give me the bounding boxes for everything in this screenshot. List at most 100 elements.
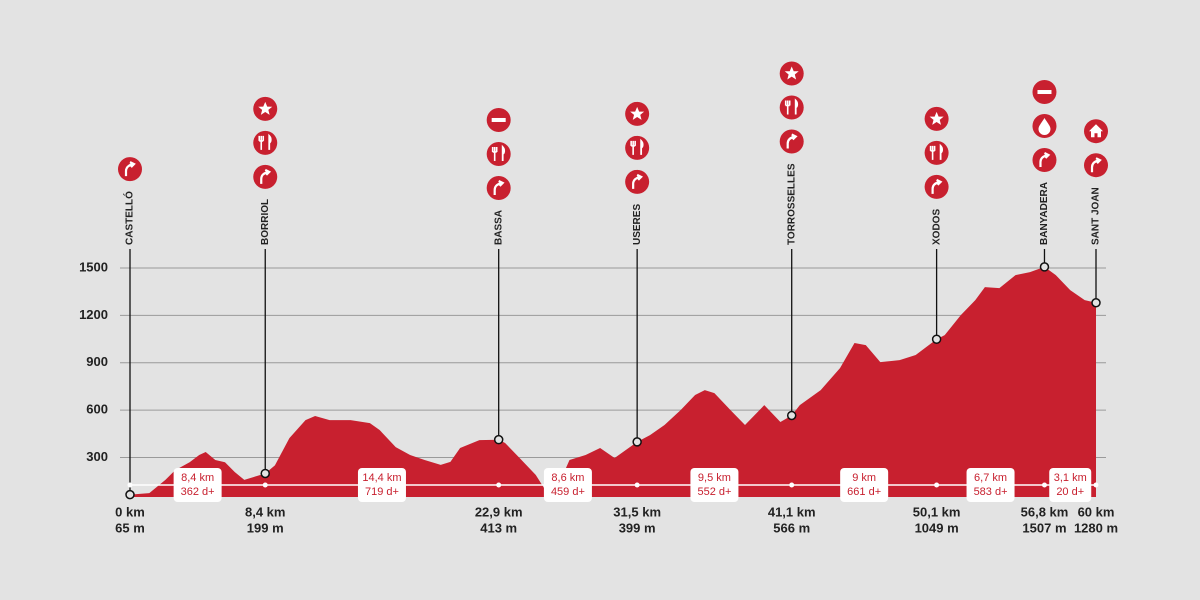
icon-star xyxy=(258,101,273,115)
icon-turn xyxy=(931,178,943,194)
icon-turn xyxy=(779,129,804,154)
icon-turn xyxy=(1090,157,1102,173)
icon-knife xyxy=(268,133,272,150)
icon-star xyxy=(625,101,650,126)
icon-food xyxy=(924,140,949,165)
checkpoint-name: BASSA xyxy=(493,210,504,245)
checkpoint-name: SANT JOAN xyxy=(1091,187,1102,245)
icon-bg xyxy=(924,140,949,165)
segment-box xyxy=(173,468,222,502)
icon-bar xyxy=(1037,90,1052,95)
segment-climb: 459 d+ xyxy=(551,486,585,498)
icon-turn xyxy=(786,133,798,149)
icon-turn xyxy=(632,173,644,189)
icon-turn xyxy=(118,157,142,182)
x-km-label: 0 km xyxy=(115,504,145,519)
segment-climb: 552 d+ xyxy=(697,486,731,498)
x-elevation-label: 199 m xyxy=(247,520,284,535)
icon-home xyxy=(1089,124,1103,138)
y-tick-label: 300 xyxy=(86,449,108,464)
segment-distance: 6,7 km xyxy=(974,472,1007,484)
checkpoint-name: USERES xyxy=(632,204,643,245)
icon-bg xyxy=(486,141,511,166)
icon-knife xyxy=(939,143,944,160)
icon-fork xyxy=(258,135,265,150)
icon-turn xyxy=(493,180,505,195)
icon-bg xyxy=(486,175,511,200)
x-km-label: 22,9 km xyxy=(475,504,523,519)
segment-dot xyxy=(127,482,133,488)
x-km-label: 41,1 km xyxy=(768,504,816,519)
segment-dot xyxy=(634,482,640,488)
checkpoint-marker xyxy=(931,334,942,344)
segment-dot xyxy=(934,482,940,488)
checkpoint-marker xyxy=(1091,297,1101,308)
x-elevation-label: 566 m xyxy=(773,520,810,535)
icon-fork xyxy=(929,145,936,160)
x-elevation-label: 399 m xyxy=(619,520,656,535)
elevation-area xyxy=(130,266,1096,497)
icon-star xyxy=(784,66,799,80)
x-km-label: 50,1 km xyxy=(913,504,961,519)
icon-food xyxy=(625,135,650,160)
checkpoint-name: BANYADERA xyxy=(1039,182,1050,245)
segment-distance: 9 km xyxy=(852,472,876,484)
icon-star xyxy=(779,61,804,86)
segment-climb: 661 d+ xyxy=(847,486,881,498)
y-tick-label: 1200 xyxy=(79,307,108,322)
icon-star xyxy=(924,106,949,131)
x-elevation-label: 1049 m xyxy=(915,520,959,535)
checkpoint-name: BORRIOL xyxy=(260,199,271,245)
icon-turn xyxy=(625,169,650,194)
x-elevation-label: 65 m xyxy=(115,520,145,535)
segment-climb: 362 d+ xyxy=(181,486,215,498)
icon-drop xyxy=(1032,114,1057,139)
x-elevation-label: 1507 m xyxy=(1022,520,1066,535)
x-km-label: 31,5 km xyxy=(613,504,661,519)
segment-box xyxy=(690,468,739,502)
checkpoint-marker xyxy=(260,468,270,479)
icon-star xyxy=(929,111,944,125)
icon-noentry xyxy=(486,107,511,132)
checkpoint-marker xyxy=(493,434,504,445)
checkpoint-marker xyxy=(786,410,797,421)
checkpoint-marker xyxy=(125,489,135,500)
segment-box xyxy=(1049,468,1092,502)
icon-food xyxy=(253,130,278,155)
icon-fork xyxy=(784,100,791,115)
icon-turn xyxy=(486,175,511,200)
icon-bg xyxy=(625,169,650,194)
icon-turn xyxy=(260,168,272,184)
segment-dot xyxy=(1093,482,1099,488)
icon-star xyxy=(253,96,278,121)
icon-bg xyxy=(625,135,650,160)
icon-drop xyxy=(1038,118,1051,136)
icon-bg xyxy=(924,174,949,199)
segment-dot xyxy=(496,482,502,488)
segment-climb: 583 d+ xyxy=(974,486,1008,498)
checkpoint-name: CASTELLÓ xyxy=(123,191,136,245)
icon-noentry xyxy=(1032,80,1057,105)
icon-bar xyxy=(491,117,506,122)
icon-bg xyxy=(1084,153,1108,178)
icon-turn xyxy=(1084,153,1108,178)
icon-food xyxy=(486,141,511,166)
segment-distance: 9,5 km xyxy=(698,472,731,484)
icon-bg xyxy=(118,157,142,182)
checkpoint-name: TORROSSELLES xyxy=(786,163,797,245)
icon-knife xyxy=(794,98,799,115)
segment-climb: 20 d+ xyxy=(1056,486,1084,498)
icon-turn xyxy=(1039,152,1051,168)
y-tick-label: 900 xyxy=(86,354,108,369)
icon-knife xyxy=(501,144,506,161)
x-km-label: 8,4 km xyxy=(245,504,285,519)
x-km-label: 56,8 km xyxy=(1021,504,1069,519)
icon-food xyxy=(779,95,804,120)
x-km-label: 60 km xyxy=(1078,504,1115,519)
icon-turn xyxy=(124,161,136,177)
icon-turn xyxy=(253,164,278,189)
segment-climb: 719 d+ xyxy=(365,486,399,498)
x-elevation-label: 413 m xyxy=(480,520,517,535)
x-elevation-label: 1280 m xyxy=(1074,520,1118,535)
